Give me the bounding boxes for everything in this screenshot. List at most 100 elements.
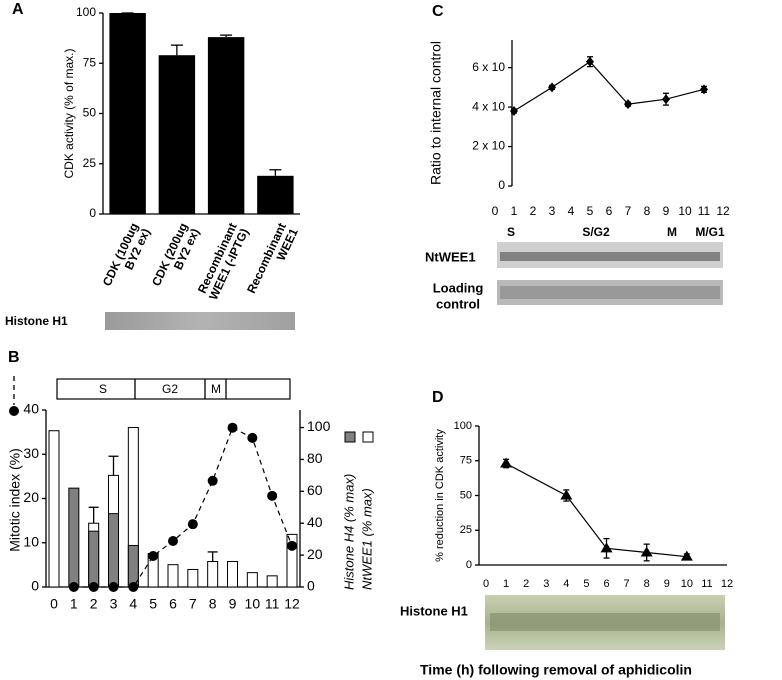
bar [68, 487, 80, 588]
x-tick-label: 5 [583, 578, 589, 590]
bar [246, 572, 258, 588]
y-tick-label: 6 x 10 [472, 60, 505, 74]
point [247, 432, 258, 443]
panel-label: D [432, 389, 444, 406]
x-tick-label: 2 [530, 204, 537, 218]
x-tick-label: 9 [664, 578, 670, 590]
legend-label: Histone H4 (% max) [341, 474, 356, 590]
bar [108, 513, 119, 588]
point [68, 582, 79, 592]
gel-lane-label: S/G2 [582, 225, 610, 239]
point [662, 94, 670, 105]
gel-lane-label: M [667, 225, 677, 239]
phase-box [56, 378, 291, 400]
x-tick-label: 2 [90, 596, 98, 612]
x-tick-label: 12 [716, 204, 730, 218]
y-tick-label: 80 [307, 450, 323, 466]
point [640, 546, 653, 557]
x-tick-label: 2 [523, 578, 529, 590]
panel-label: C [432, 3, 444, 20]
x-tick-label: 8 [644, 204, 651, 218]
y-tick-label: 2 x 10 [472, 139, 505, 153]
gel-label: Histone H1 [400, 603, 468, 618]
y-tick-label: 100 [76, 5, 96, 19]
legend-label: NtWEE1 (% max) [359, 488, 374, 590]
x-tick-label: 8 [644, 578, 650, 590]
y-tick-label: 60 [307, 482, 323, 498]
x-tick-label: 11 [265, 596, 280, 612]
bar [227, 560, 238, 588]
gel-band [490, 613, 720, 631]
point [500, 457, 513, 468]
y-tick-label: 25 [83, 156, 97, 170]
x-tick-label: 1 [503, 578, 509, 590]
bar [286, 533, 298, 588]
gel-band [500, 252, 720, 261]
data-line [73, 426, 293, 588]
phase-label: M [211, 382, 221, 396]
x-tick-label: 8 [209, 596, 217, 612]
point [548, 82, 556, 93]
bar [187, 568, 199, 588]
panel-label: A [12, 1, 24, 18]
x-tick-label: 0 [483, 578, 489, 590]
x-tick-label: 6 [169, 596, 177, 612]
x-tick-label: 10 [681, 578, 693, 590]
point [624, 99, 632, 110]
gel-label: Histone H1 [5, 314, 68, 328]
bar [167, 564, 179, 588]
y-axis-label: CDK activity (% of max.) [62, 48, 76, 178]
y-tick-label: 10 [23, 533, 39, 549]
gel-row-label: Loading [433, 280, 484, 295]
point [267, 490, 278, 501]
point [586, 56, 594, 67]
x-tick-label: 7 [189, 596, 197, 612]
y-tick-label: 0 [307, 578, 315, 594]
data-line [505, 462, 687, 558]
x-tick-label: 5 [149, 596, 157, 612]
point [287, 540, 297, 551]
y-tick-label: 20 [23, 489, 39, 505]
y-tick-label: 100 [454, 420, 472, 432]
y-tick-label: 0 [466, 559, 472, 571]
x-tick-label: 6 [603, 578, 609, 590]
x-tick-label: 4 [568, 204, 575, 218]
bar [88, 530, 100, 588]
x-tick-label: 1 [511, 204, 518, 218]
x-tick-label: 11 [701, 578, 712, 590]
x-tick-label: 4 [563, 578, 569, 590]
y-tick-label: 25 [460, 524, 472, 536]
point [128, 582, 139, 592]
data-line [513, 60, 705, 112]
x-tick-label: 11 [698, 204, 711, 218]
y-tick-label: 0 [498, 178, 505, 192]
gel-lane-label: S [507, 225, 515, 239]
x-tick-label: 3 [110, 596, 118, 612]
gel-band [500, 286, 720, 299]
point [700, 84, 708, 95]
point [227, 422, 238, 433]
bar [48, 430, 60, 588]
x-tick-label: 10 [678, 204, 692, 218]
y-axis-label: Ratio to internal control [428, 41, 444, 185]
y-tick-label: 0 [89, 206, 96, 220]
x-tick-label: 6 [606, 204, 613, 218]
y-axis-label: % reduction in CDK activity [434, 429, 446, 562]
bar [257, 175, 294, 214]
x-tick-label: 10 [245, 596, 261, 612]
point [600, 542, 613, 553]
gel-row-label: control [436, 296, 480, 311]
x-tick-label: 12 [721, 578, 733, 590]
x-tick-label: 12 [284, 596, 300, 612]
x-tick-label: 0 [492, 204, 499, 218]
legend-marker [9, 406, 19, 416]
legend-swatch [344, 431, 356, 443]
y-tick-label: 40 [23, 401, 39, 417]
x-tick-label: 4 [129, 596, 137, 612]
point [187, 519, 198, 530]
caption: Time (h) following removal of aphidicoli… [420, 662, 692, 678]
point [88, 582, 99, 592]
point [560, 489, 573, 500]
gel-image [105, 312, 295, 330]
